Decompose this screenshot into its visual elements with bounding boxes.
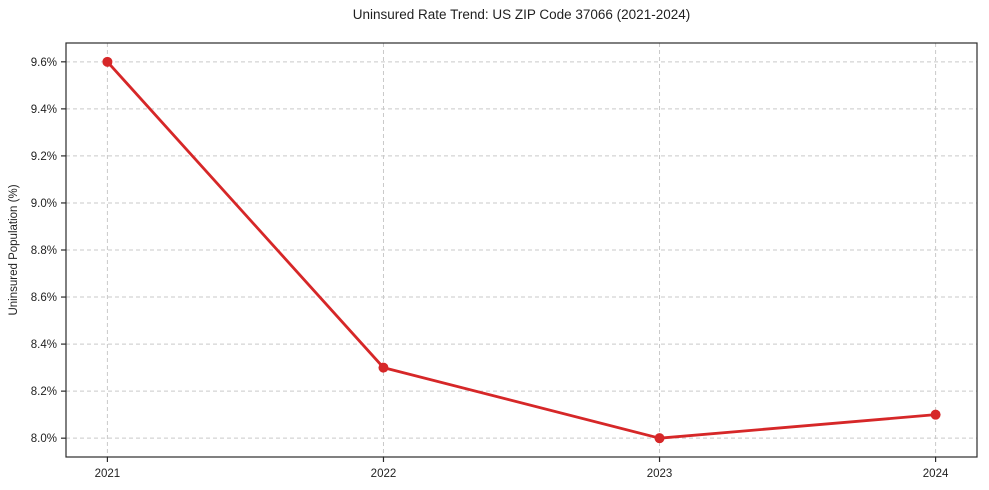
y-tick-label: 9.0% xyxy=(31,198,57,210)
x-tick-label: 2023 xyxy=(647,468,673,480)
y-tick-label: 8.6% xyxy=(31,292,57,304)
y-tick-label: 8.0% xyxy=(31,433,57,445)
chart-title: Uninsured Rate Trend: US ZIP Code 37066 … xyxy=(352,7,691,22)
y-tick-label: 8.4% xyxy=(31,339,57,351)
data-point-marker xyxy=(102,56,113,67)
x-tick-label: 2024 xyxy=(923,468,949,480)
data-point-marker xyxy=(930,409,941,420)
y-tick-label: 8.8% xyxy=(31,245,57,257)
x-tick-label: 2021 xyxy=(95,468,121,480)
data-point-marker xyxy=(378,362,389,373)
y-tick-label: 9.6% xyxy=(31,57,57,69)
y-tick-label: 8.2% xyxy=(31,386,57,398)
x-tick-label: 2022 xyxy=(371,468,397,480)
data-line xyxy=(106,60,937,440)
y-tick-label: 9.4% xyxy=(31,104,57,116)
y-tick-label: 9.2% xyxy=(31,151,57,163)
data-point-marker xyxy=(654,433,665,444)
